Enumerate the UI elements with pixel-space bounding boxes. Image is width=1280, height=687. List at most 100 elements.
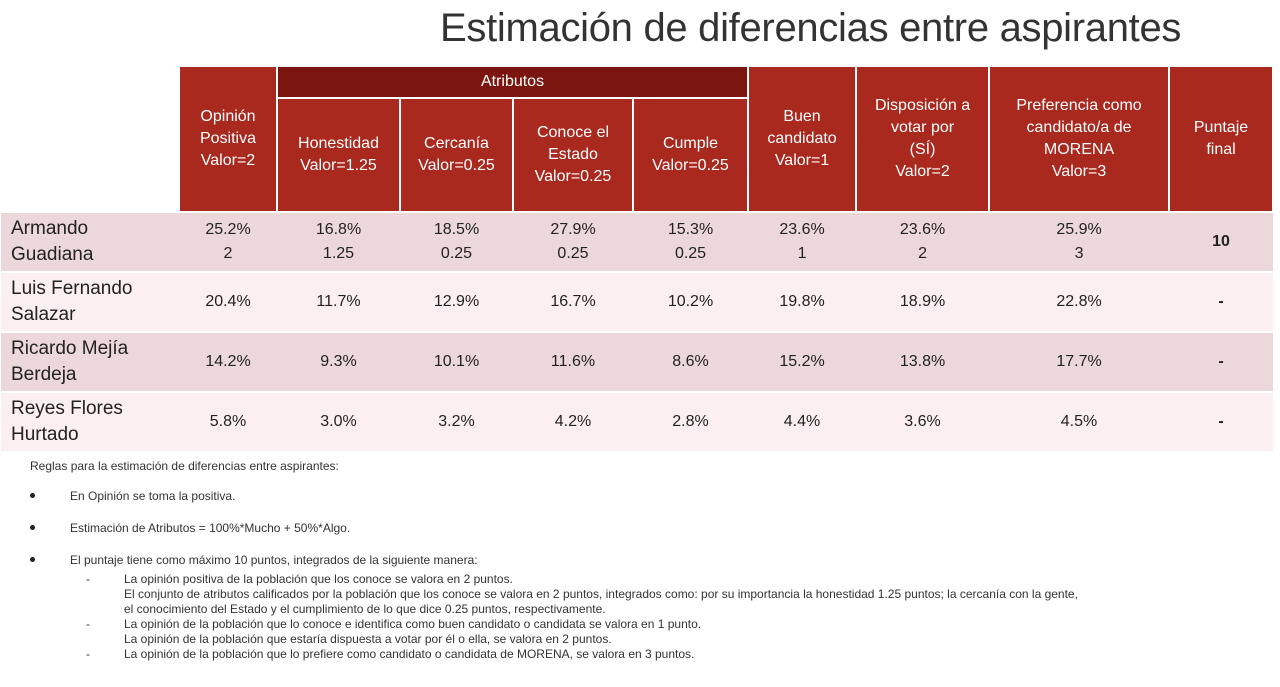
cell-cercania: 10.1%: [400, 332, 513, 393]
header-opinion-positiva: Opinión Positiva Valor=2: [178, 65, 278, 213]
header-preferencia-morena: Preferencia como candidato/a de MORENA V…: [988, 65, 1171, 213]
dash-icon: -: [86, 647, 90, 661]
cell-points: 2: [223, 245, 233, 262]
header-line: Buen: [783, 108, 821, 125]
sub-text: El conjunto de atributos calificados por…: [124, 587, 1078, 601]
header-cercania: Cercanía Valor=0.25: [399, 97, 514, 213]
header-conoce-estado: Conoce el Estado Valor=0.25: [512, 97, 634, 213]
sub-text: La opinión de la población que lo conoce…: [124, 617, 702, 631]
cell-points: 2: [918, 245, 927, 262]
sub-item: el conocimiento del Estado y el cumplimi…: [124, 602, 1260, 617]
candidate-name: Reyes Flores Hurtado: [1, 392, 179, 453]
header-line: Preferencia como: [1016, 97, 1142, 114]
header-honestidad: Honestidad Valor=1.25: [276, 97, 401, 213]
cell-puntaje-final: 10: [1169, 212, 1274, 273]
candidate-name: Armando Guadiana: [1, 212, 179, 273]
header-disposicion-votar: Disposición a votar por (SÍ) Valor=2: [855, 65, 991, 213]
header-group-atributos: Atributos: [275, 65, 750, 99]
cell-percent: 18.5%: [433, 221, 480, 238]
cell-percent: 16.8%: [315, 221, 362, 238]
dash-icon: -: [86, 572, 90, 586]
header-line: Puntaje: [1193, 119, 1249, 136]
cell-puntaje-final: -: [1169, 332, 1274, 393]
cell-honestidad: 3.0%: [277, 392, 400, 453]
cell-honestidad: 9.3%: [277, 332, 400, 393]
header-line: Valor=0.25: [418, 157, 495, 174]
cell-percent: 15.3%: [667, 221, 714, 238]
sub-text: La opinión de la población que lo prefie…: [124, 647, 695, 661]
notes-bullet: En Opinión se toma la positiva.: [30, 488, 1260, 504]
sub-item: - La opinión de la población que lo conoc…: [86, 617, 1260, 632]
cell-disposicion: 13.8%: [856, 332, 990, 393]
cell-points: 1: [797, 245, 807, 262]
header-line: votar por: [890, 119, 955, 136]
header-line: final: [1206, 141, 1236, 158]
cell-conoce-estado: 16.7%: [513, 272, 633, 333]
notes-bullet: Estimación de Atributos = 100%*Mucho + 5…: [30, 520, 1260, 536]
cell-cercania: 12.9%: [400, 272, 513, 333]
name-line: Luis Fernando: [11, 278, 133, 299]
notes-sublist: - La opinión positiva de la población que…: [86, 572, 1260, 662]
bullet-text: Estimación de Atributos = 100%*Mucho + 5…: [70, 521, 351, 535]
page-title: Estimación de diferencias entre aspirant…: [440, 6, 1182, 50]
header-line: Positiva: [199, 130, 257, 147]
cell-cumple: 10.2%: [633, 272, 749, 333]
header-line: Valor=2: [200, 152, 256, 169]
header-cumple: Cumple Valor=0.25: [631, 97, 750, 213]
dash-icon: -: [86, 617, 90, 631]
name-line: Salazar: [11, 304, 76, 325]
name-line: Reyes Flores: [11, 398, 123, 419]
header-line: Disposición a: [874, 97, 971, 114]
cell-points: 3: [1074, 245, 1084, 262]
cell-opinion: 20.4%: [179, 272, 277, 333]
header-line: Valor=1: [774, 152, 830, 169]
name-line: Berdeja: [11, 364, 77, 385]
cell-points: 0.25: [440, 245, 473, 262]
cell-percent: 25.9%: [1056, 221, 1102, 238]
header-line: Estado: [548, 146, 598, 163]
sub-text: La opinión positiva de la población que …: [124, 572, 513, 586]
header-line: MORENA: [1043, 141, 1115, 158]
cell-points: 0.25: [557, 245, 589, 262]
cell-preferencia: 22.8%: [989, 272, 1170, 333]
cell-buen-candidato: 23.6% 1: [748, 212, 857, 273]
sub-text: el conocimiento del Estado y el cumplimi…: [124, 602, 606, 616]
bullet-dot-icon: [30, 493, 35, 498]
cell-preferencia: 4.5%: [989, 392, 1170, 453]
cell-honestidad: 16.8% 1.25: [277, 212, 400, 273]
bullet-dot-icon: [30, 525, 35, 530]
cell-puntaje-final: -: [1169, 272, 1274, 333]
header-line: Valor=3: [1051, 163, 1107, 180]
cell-buen-candidato: 4.4%: [748, 392, 857, 453]
cell-cercania: 3.2%: [400, 392, 513, 453]
candidates-table: Opinión Positiva Valor=2 Atributos Buen …: [0, 65, 1275, 453]
notes-bullet: El puntaje tiene como máximo 10 puntos, …: [30, 552, 1260, 662]
name-line: Hurtado: [11, 424, 79, 445]
table-row: Armando Guadiana 25.2% 2 16.8% 1.25 18.5% 0…: [1, 212, 1274, 273]
header-line: (SÍ): [909, 141, 936, 158]
cell-disposicion: 18.9%: [856, 272, 990, 333]
cell-opinion: 5.8%: [179, 392, 277, 453]
cell-conoce-estado: 11.6%: [513, 332, 633, 393]
header-line: Valor=1.25: [300, 157, 377, 174]
bullet-text: En Opinión se toma la positiva.: [70, 489, 236, 503]
cell-preferencia: 17.7%: [989, 332, 1170, 393]
name-line: Armando: [11, 218, 89, 239]
cell-conoce-estado: 27.9% 0.25: [513, 212, 633, 273]
sub-item: - La opinión positiva de la población que…: [86, 572, 1260, 587]
header-line: Valor=2: [895, 163, 950, 180]
name-line: Guadiana: [11, 244, 94, 265]
cell-percent: 25.2%: [205, 221, 251, 238]
cell-preferencia: 25.9% 3: [989, 212, 1170, 273]
cell-cumple: 2.8%: [633, 392, 749, 453]
header-line: Cercanía: [424, 135, 489, 152]
header-buen-candidato: Buen candidato Valor=1: [747, 65, 858, 213]
cell-points: 0.25: [674, 245, 707, 262]
cell-puntaje-final: -: [1169, 392, 1274, 453]
cell-cumple: 15.3% 0.25: [633, 212, 749, 273]
cell-cercania: 18.5% 0.25: [400, 212, 513, 273]
cell-buen-candidato: 19.8%: [748, 272, 857, 333]
cell-opinion: 25.2% 2: [179, 212, 277, 273]
header-puntaje-final: Puntaje final: [1168, 65, 1275, 213]
table-row: Luis Fernando Salazar 20.4% 11.7% 12.9% …: [1, 272, 1274, 333]
